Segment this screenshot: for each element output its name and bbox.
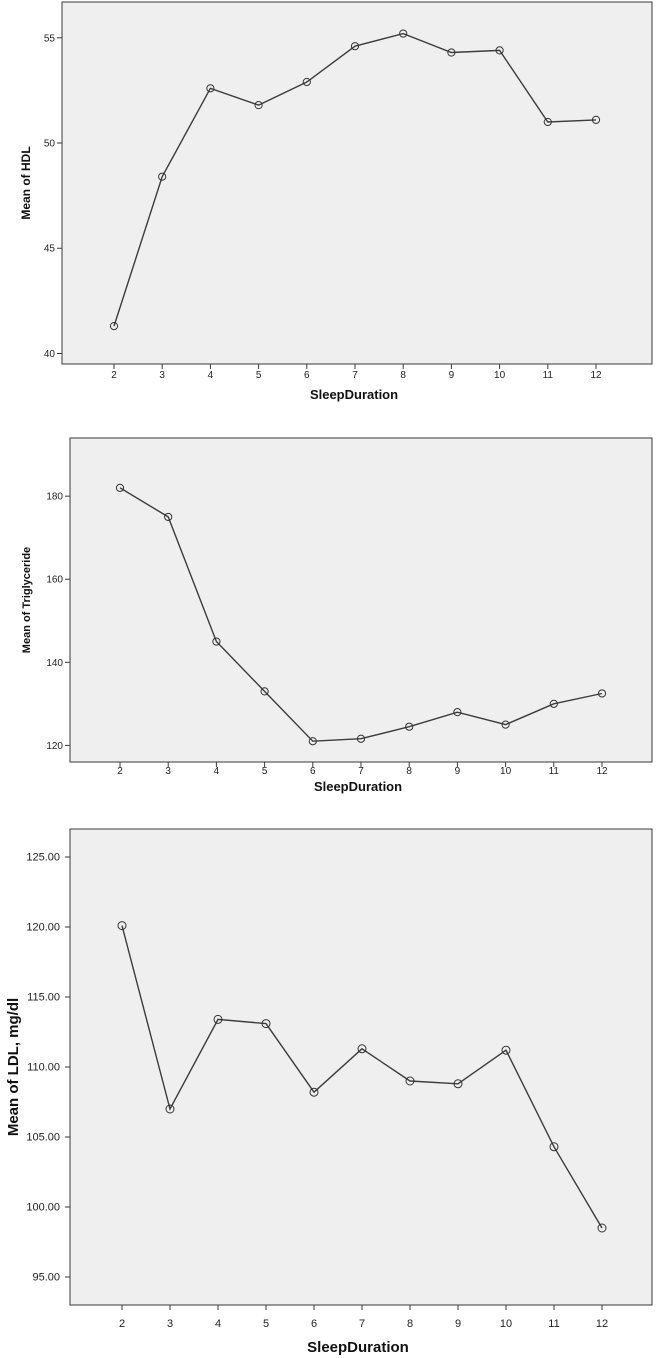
data-point: [549, 1142, 559, 1152]
y-tick-label: 105.00: [26, 1132, 60, 1144]
x-tick-label: 3: [159, 370, 165, 381]
data-point: [212, 637, 221, 646]
y-tick-label: 40: [44, 349, 56, 360]
x-tick-label: 11: [549, 766, 560, 777]
data-point: [591, 115, 601, 124]
x-tick-label: 5: [262, 766, 268, 777]
x-tick-label: 2: [119, 1318, 125, 1330]
x-tick-label: 4: [215, 1318, 221, 1330]
x-tick-label: 9: [455, 766, 461, 777]
x-axis-title: SleepDuration: [307, 1339, 409, 1356]
x-tick-label: 4: [208, 370, 214, 381]
x-tick-label: 8: [406, 766, 412, 777]
data-point: [447, 48, 456, 57]
y-tick-label: 100.00: [26, 1202, 60, 1214]
y-tick-label: 160: [46, 575, 63, 586]
data-point: [495, 46, 504, 55]
data-point: [356, 734, 366, 743]
x-tick-label: 5: [263, 1318, 269, 1330]
y-tick-label: 110.00: [27, 1062, 60, 1074]
y-tick-label: 50: [44, 139, 56, 150]
x-tick-label: 8: [400, 370, 406, 381]
data-point: [501, 720, 510, 729]
y-tick-label: 120.00: [26, 922, 60, 934]
data-point: [260, 687, 269, 696]
y-axis-title: Mean of Triglyceride: [21, 547, 33, 653]
data-point: [165, 1104, 175, 1114]
y-tick-label: 55: [44, 33, 56, 44]
data-point: [597, 689, 607, 698]
y-tick-label: 180: [46, 492, 63, 503]
x-tick-label: 7: [359, 1318, 365, 1330]
x-tick-label: 6: [311, 1318, 317, 1330]
x-tick-label: 7: [352, 370, 358, 381]
x-tick-label: 8: [407, 1318, 413, 1330]
data-point: [164, 512, 173, 522]
x-tick-label: 11: [548, 1318, 559, 1330]
data-point: [115, 483, 125, 492]
x-tick-label: 9: [449, 370, 455, 381]
data-point: [453, 708, 462, 717]
data-point: [302, 77, 311, 87]
x-tick-label: 5: [256, 370, 262, 381]
x-tick-label: 11: [543, 370, 554, 381]
y-tick-label: 140: [46, 658, 63, 669]
data-point: [308, 737, 317, 746]
x-axis-title: SleepDuration: [314, 779, 402, 794]
data-point: [309, 1087, 319, 1097]
x-tick-label: 6: [304, 370, 310, 381]
plot-area: [61, 1, 653, 365]
x-tick-label: 12: [590, 370, 602, 381]
plot-area: [69, 437, 653, 763]
y-axis-title: Mean of HDL: [19, 146, 33, 219]
y-tick-label: 115.00: [27, 992, 60, 1004]
x-tick-label: 10: [500, 766, 512, 777]
data-point: [399, 29, 408, 38]
x-tick-label: 2: [111, 370, 117, 381]
x-tick-label: 10: [494, 370, 506, 381]
data-point: [549, 699, 558, 708]
x-tick-label: 4: [214, 766, 220, 777]
x-tick-label: 9: [455, 1318, 461, 1330]
data-point: [453, 1079, 463, 1089]
x-tick-label: 12: [596, 766, 608, 777]
data-point: [213, 1014, 223, 1024]
x-tick-label: 6: [310, 766, 316, 777]
series-line: [119, 487, 603, 742]
x-tick-label: 10: [500, 1318, 512, 1330]
x-tick-label: 3: [167, 1318, 173, 1330]
data-point: [117, 921, 127, 931]
x-tick-label: 2: [117, 766, 123, 777]
data-point: [261, 1019, 271, 1029]
y-axis-title: Mean of LDL, mg/dl: [5, 998, 22, 1136]
y-tick-label: 125.00: [26, 852, 60, 864]
y-tick-label: 95.00: [32, 1272, 60, 1284]
data-point: [405, 1076, 415, 1086]
data-point: [158, 172, 167, 181]
data-point: [501, 1045, 511, 1055]
y-tick-label: 120: [46, 741, 63, 752]
data-point: [543, 117, 552, 127]
plot-area: [69, 828, 653, 1306]
data-point: [206, 84, 215, 93]
series-line: [121, 925, 603, 1229]
data-point: [350, 42, 360, 51]
data-point: [597, 1223, 607, 1233]
x-tick-label: 7: [358, 766, 364, 777]
triglyceride-chart: 120 140 160 180 2 3 4 5 6 7 8 9 10 11 12 SleepDuration M…: [21, 437, 653, 794]
data-point: [357, 1044, 367, 1054]
x-axis-title: SleepDuration: [310, 387, 398, 402]
x-tick-label: 3: [165, 766, 171, 777]
data-point: [254, 101, 263, 110]
y-tick-label: 45: [44, 244, 56, 255]
data-point: [405, 722, 414, 731]
ldl-chart: 95.00 100.00 105.00 110.00 115.00 120.00 125.0…: [5, 828, 653, 1356]
data-point: [109, 322, 119, 331]
series-line: [113, 32, 597, 327]
x-tick-label: 12: [596, 1318, 608, 1330]
